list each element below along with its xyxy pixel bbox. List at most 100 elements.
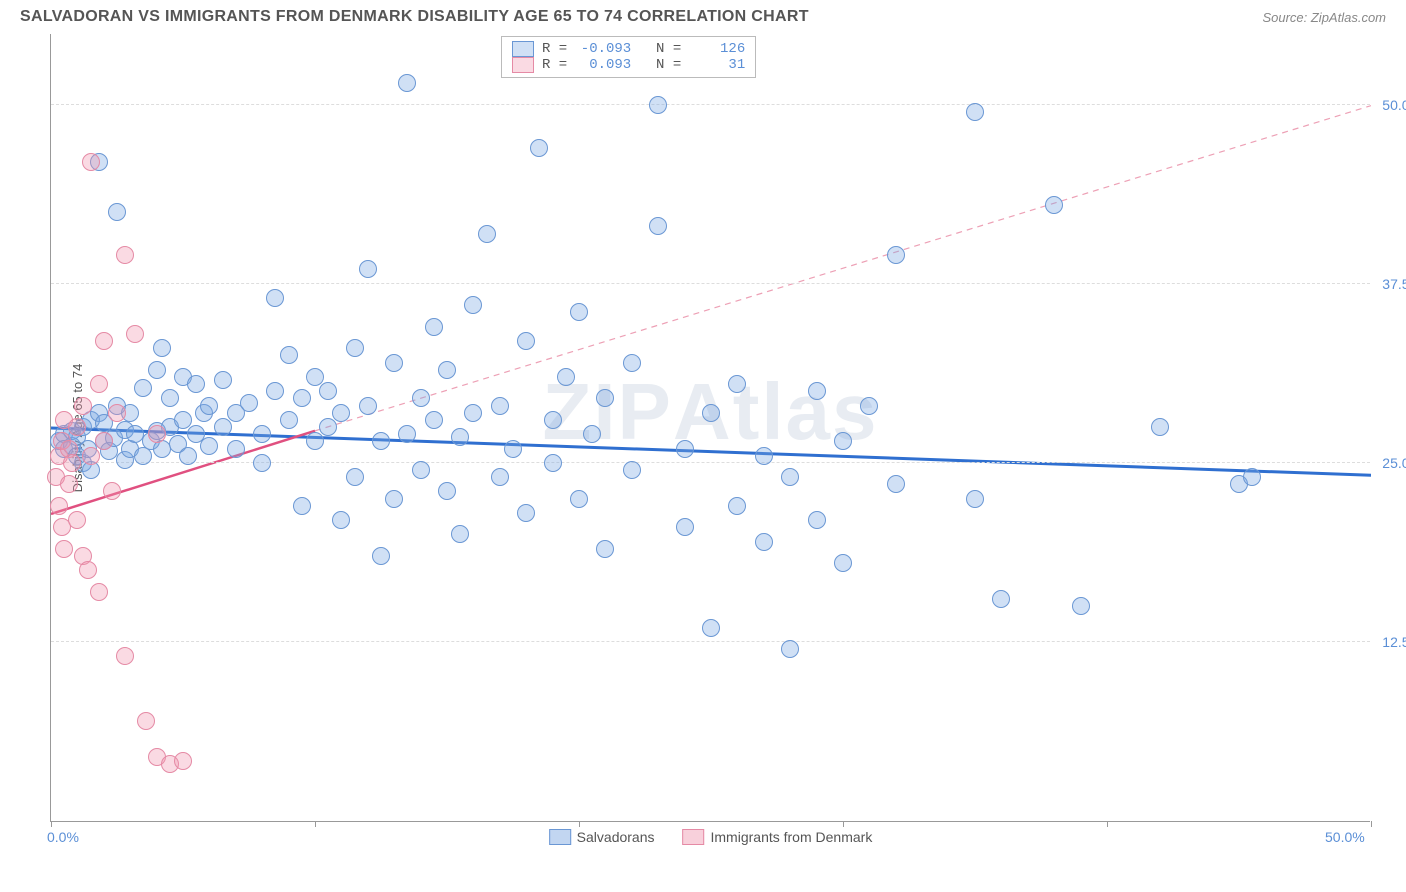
data-point [332,404,350,422]
data-point [108,203,126,221]
data-point [60,475,78,493]
data-point [137,712,155,730]
y-tick-label: 12.5% [1382,634,1406,650]
plot-region: Disability Age 65 to 74 ZIPAtlas R =-0.0… [50,34,1370,822]
data-point [280,411,298,429]
x-tick [1371,821,1372,827]
data-point [398,74,416,92]
legend-swatch [512,41,534,57]
data-point [464,296,482,314]
data-point [966,103,984,121]
data-point [544,454,562,472]
data-point [570,303,588,321]
data-point [153,339,171,357]
data-point [425,411,443,429]
data-point [570,490,588,508]
legend-swatch [549,829,571,845]
data-point [504,440,522,458]
data-point [74,397,92,415]
data-point [1243,468,1261,486]
legend-n-label: N = [639,57,681,73]
data-point [95,332,113,350]
data-point [412,389,430,407]
source-label: Source: ZipAtlas.com [1262,10,1386,25]
y-tick-label: 50.0% [1382,97,1406,113]
correlation-legend: R =-0.093 N =126R =0.093 N =31 [501,36,756,78]
data-point [332,511,350,529]
data-point [649,96,667,114]
legend-n-value: 31 [689,57,745,73]
data-point [781,468,799,486]
data-point [649,217,667,235]
data-point [491,397,509,415]
x-tick [1107,821,1108,827]
data-point [478,225,496,243]
data-point [293,389,311,407]
y-tick-label: 37.5% [1382,276,1406,292]
data-point [676,518,694,536]
chart-header: SALVADORAN VS IMMIGRANTS FROM DENMARK DI… [0,0,1406,30]
legend-label: Immigrants from Denmark [711,829,873,845]
data-point [412,461,430,479]
data-point [126,325,144,343]
gridline-h [51,462,1370,463]
data-point [82,153,100,171]
data-point [187,375,205,393]
data-point [63,454,81,472]
data-point [200,437,218,455]
data-point [623,354,641,372]
data-point [319,418,337,436]
legend-item: Salvadorans [549,829,655,845]
data-point [834,554,852,572]
data-point [372,432,390,450]
legend-row: R =-0.093 N =126 [512,41,745,57]
data-point [1045,196,1063,214]
data-point [253,425,271,443]
series-legend: Salvadorans Immigrants from Denmark [549,829,873,845]
legend-item: Immigrants from Denmark [683,829,873,845]
data-point [517,332,535,350]
data-point [623,461,641,479]
data-point [755,533,773,551]
data-point [834,432,852,450]
data-point [398,425,416,443]
data-point [530,139,548,157]
data-point [385,354,403,372]
legend-n-label: N = [639,41,681,57]
data-point [676,440,694,458]
data-point [103,482,121,500]
data-point [306,432,324,450]
data-point [557,368,575,386]
data-point [992,590,1010,608]
data-point [116,246,134,264]
data-point [372,547,390,565]
data-point [596,389,614,407]
data-point [179,447,197,465]
x-tick-label: 0.0% [47,829,79,845]
data-point [50,497,68,515]
x-tick-label: 50.0% [1325,829,1365,845]
legend-r-value: -0.093 [575,41,631,57]
data-point [728,375,746,393]
regression-lines [51,34,1371,822]
legend-r-label: R = [542,57,567,73]
data-point [438,482,456,500]
data-point [214,418,232,436]
data-point [438,361,456,379]
legend-r-label: R = [542,41,567,57]
data-point [583,425,601,443]
data-point [148,425,166,443]
legend-swatch [683,829,705,845]
data-point [346,339,364,357]
data-point [240,394,258,412]
x-tick [51,821,52,827]
data-point [293,497,311,515]
data-point [1151,418,1169,436]
legend-r-value: 0.093 [575,57,631,73]
data-point [214,371,232,389]
data-point [491,468,509,486]
data-point [68,418,86,436]
data-point [68,511,86,529]
data-point [266,289,284,307]
data-point [808,511,826,529]
